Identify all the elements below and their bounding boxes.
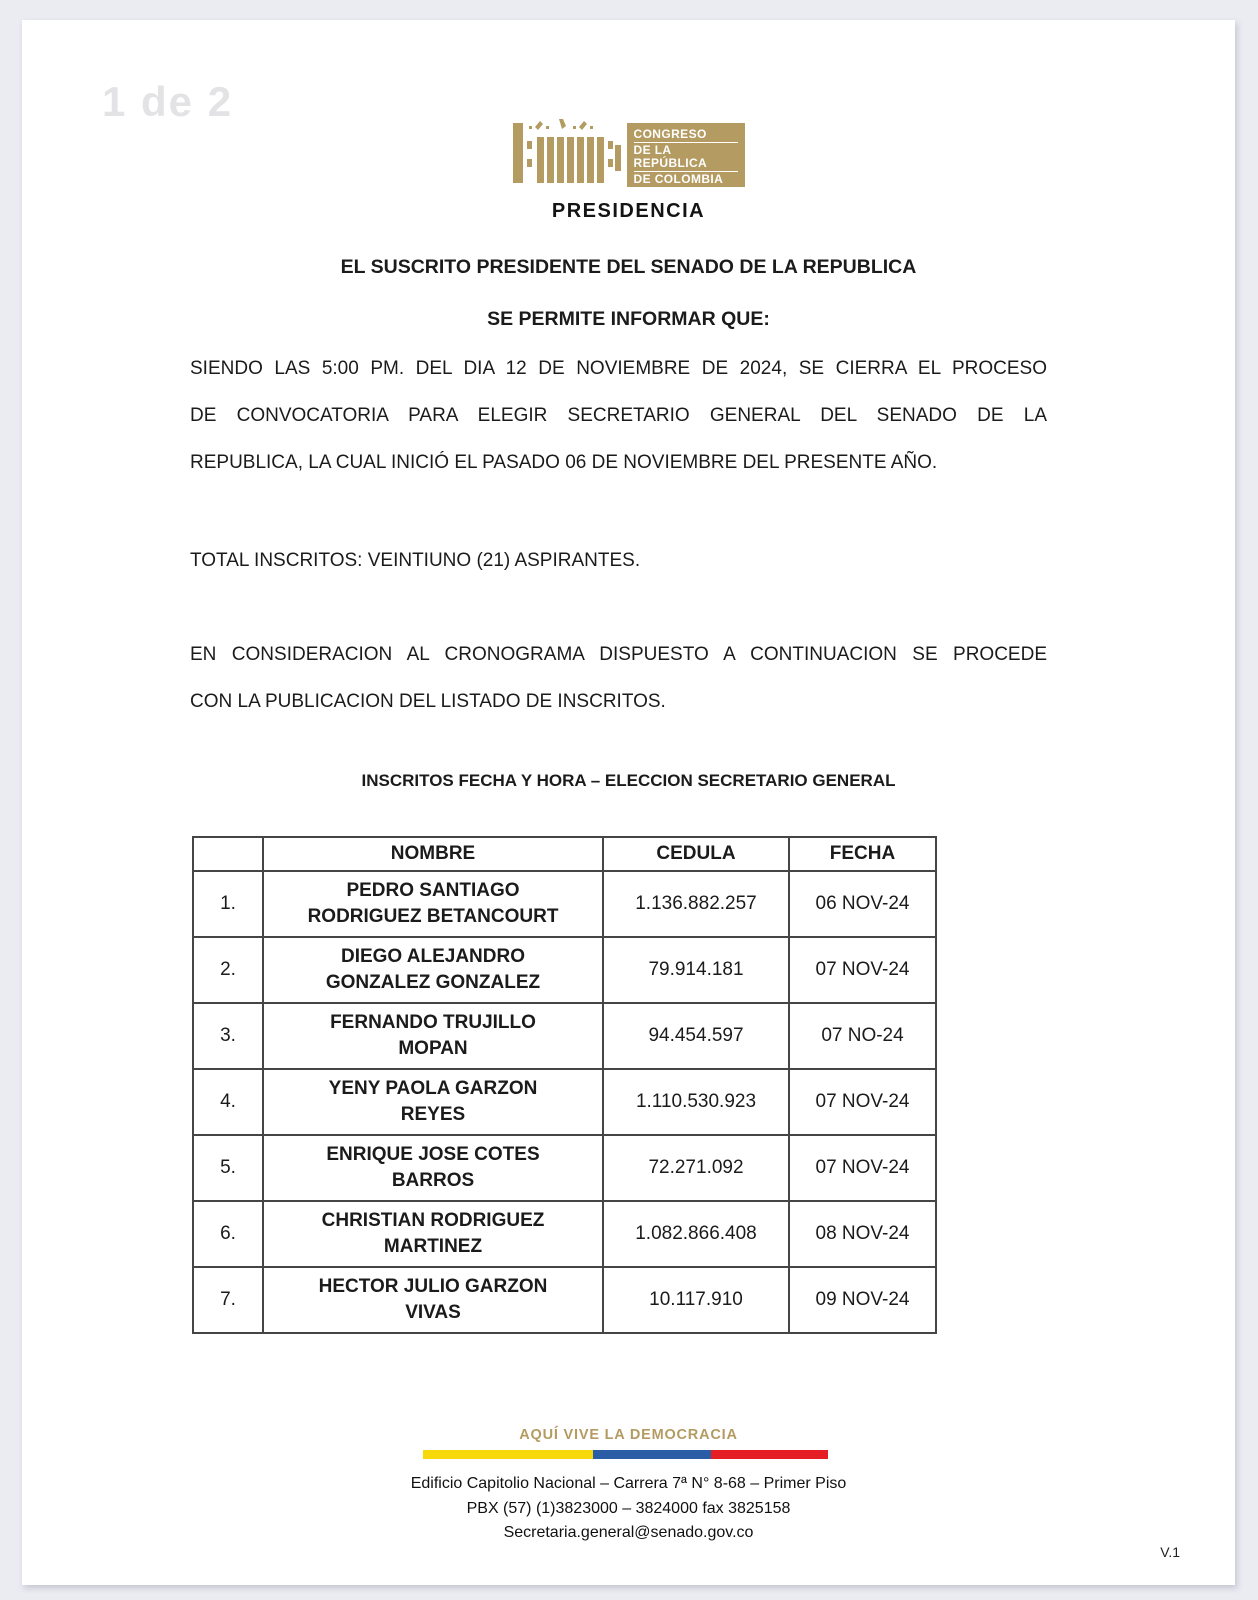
row-number: 7. [192, 1266, 264, 1334]
header-empty [192, 836, 264, 872]
capitol-columns-icon [512, 119, 621, 183]
logo-line-1: CONGRESO [633, 127, 707, 141]
cedula-cell: 1.110.530.923 [602, 1068, 790, 1136]
table-header-row: NOMBRE CEDULA FECHA [192, 836, 937, 872]
table-title: INSCRITOS FECHA Y HORA – ELECCION SECRET… [361, 771, 896, 790]
fecha-cell: 07 NOV-24 [788, 936, 937, 1004]
candidate-name: HECTOR JULIO GARZON VIVAS [262, 1266, 604, 1334]
row-number: 2. [192, 936, 264, 1004]
email-line: Secretaria.general@senado.gov.co [503, 1524, 754, 1541]
page-indicator: 1 de 2 [102, 78, 234, 125]
paragraph-line: SIENDO LAS 5:00 PM. DEL DIA 12 DE NOVIEM… [190, 358, 1047, 379]
name-line: DIEGO ALEJANDRO [340, 946, 526, 967]
logo-line-3: DE COLOMBIA [633, 172, 724, 186]
candidate-name: DIEGO ALEJANDRO GONZALEZ GONZALEZ [262, 936, 604, 1004]
name-line: GONZALEZ GONZALEZ [325, 972, 541, 993]
logo-divider [633, 171, 738, 172]
row-number: 3. [192, 1002, 264, 1070]
row-number: 1. [192, 870, 264, 938]
candidate-name: FERNANDO TRUJILLO MOPAN [262, 1002, 604, 1070]
logo-line-2: DE LA REPÚBLICA [633, 143, 708, 170]
cedula-cell: 1.082.866.408 [602, 1200, 790, 1268]
democracy-slogan: AQUÍ VIVE LA DEMOCRACIA [519, 1427, 738, 1443]
paragraph-cronograma: EN CONSIDERACION AL CRONOGRAMA DISPUESTO… [190, 631, 1047, 725]
name-line: REYES [400, 1104, 466, 1125]
heading-suscrito: EL SUSCRITO PRESIDENTE DEL SENADO DE LA … [340, 256, 917, 278]
name-line: VIVAS [405, 1302, 461, 1323]
name-line: YENY PAOLA GARZON [328, 1078, 538, 1099]
total-inscritos-line: TOTAL INSCRITOS: VEINTIUNO (21) ASPIRANT… [190, 550, 641, 571]
table-row: 3. FERNANDO TRUJILLO MOPAN 94.454.597 07… [192, 1002, 937, 1070]
fecha-cell: 08 NOV-24 [788, 1200, 937, 1268]
cedula-cell: 1.136.882.257 [602, 870, 790, 938]
paragraph-line: EN CONSIDERACION AL CRONOGRAMA DISPUESTO… [190, 644, 1047, 665]
table-row: 5. ENRIQUE JOSE COTES BARROS 72.271.092 … [192, 1134, 937, 1202]
fecha-cell: 07 NOV-24 [788, 1134, 937, 1202]
name-line: HECTOR JULIO GARZON [318, 1276, 548, 1297]
paragraph-line: CON LA PUBLICACION DEL LISTADO DE INSCRI… [190, 691, 666, 712]
version-label: V.1 [1160, 1544, 1180, 1560]
name-line: BARROS [391, 1170, 475, 1191]
document-page: 1 de 2 [22, 20, 1235, 1585]
header-nombre: NOMBRE [262, 836, 604, 872]
paragraph-convocatoria: SIENDO LAS 5:00 PM. DEL DIA 12 DE NOVIEM… [190, 345, 1047, 486]
cedula-cell: 79.914.181 [602, 936, 790, 1004]
flag-yellow-segment [423, 1450, 594, 1459]
row-number: 6. [192, 1200, 264, 1268]
name-line: PEDRO SANTIAGO [346, 880, 520, 901]
logo-divider [633, 187, 738, 188]
flag-blue-segment [593, 1450, 711, 1459]
flag-red-segment [710, 1450, 828, 1459]
logo-subtitle: SENADO DE LA REPÚBLICA [633, 189, 733, 196]
fecha-cell: 06 NOV-24 [788, 870, 937, 938]
congress-logo: CONGRESO DE LA REPÚBLICA DE COLOMBIA SEN… [22, 117, 1235, 197]
presidencia-label: PRESIDENCIA [551, 200, 706, 222]
logo-text-box: CONGRESO DE LA REPÚBLICA DE COLOMBIA SEN… [626, 123, 745, 196]
header-fecha: FECHA [788, 836, 937, 872]
name-line: MARTINEZ [383, 1236, 483, 1257]
name-line: ENRIQUE JOSE COTES [326, 1144, 540, 1165]
table-row: 2. DIEGO ALEJANDRO GONZALEZ GONZALEZ 79.… [192, 936, 937, 1004]
name-line: RODRIGUEZ BETANCOURT [307, 906, 559, 927]
fecha-cell: 07 NOV-24 [788, 1068, 937, 1136]
table-row: 6. CHRISTIAN RODRIGUEZ MARTINEZ 1.082.86… [192, 1200, 937, 1268]
name-line: CHRISTIAN RODRIGUEZ [321, 1210, 545, 1231]
fecha-cell: 07 NO-24 [788, 1002, 937, 1070]
table-row: 4. YENY PAOLA GARZON REYES 1.110.530.923… [192, 1068, 937, 1136]
cedula-cell: 72.271.092 [602, 1134, 790, 1202]
inscritos-table: NOMBRE CEDULA FECHA 1. PEDRO SANTIAGO RO… [192, 836, 937, 1334]
name-line: MOPAN [398, 1038, 468, 1059]
name-line: FERNANDO TRUJILLO [330, 1012, 536, 1033]
table-row: 7. HECTOR JULIO GARZON VIVAS 10.117.910 … [192, 1266, 937, 1334]
row-number: 5. [192, 1134, 264, 1202]
row-number: 4. [192, 1068, 264, 1136]
logo-divider [633, 142, 738, 143]
cedula-cell: 94.454.597 [602, 1002, 790, 1070]
candidate-name: ENRIQUE JOSE COTES BARROS [262, 1134, 604, 1202]
table-row: 1. PEDRO SANTIAGO RODRIGUEZ BETANCOURT 1… [192, 870, 937, 938]
paragraph-line: REPUBLICA, LA CUAL INICIÓ EL PASADO 06 D… [190, 452, 938, 473]
candidate-name: PEDRO SANTIAGO RODRIGUEZ BETANCOURT [262, 870, 604, 938]
paragraph-line: DE CONVOCATORIA PARA ELEGIR SECRETARIO G… [190, 405, 1047, 426]
heading-informar: SE PERMITE INFORMAR QUE: [487, 308, 770, 330]
colombia-flag-bar [423, 1450, 828, 1459]
cedula-cell: 10.117.910 [602, 1266, 790, 1334]
fecha-cell: 09 NOV-24 [788, 1266, 937, 1334]
pbx-line: PBX (57) (1)3823000 – 3824000 fax 382515… [466, 1500, 791, 1517]
header-cedula: CEDULA [602, 836, 790, 872]
address-line: Edificio Capitolio Nacional – Carrera 7ª… [410, 1475, 847, 1492]
candidate-name: CHRISTIAN RODRIGUEZ MARTINEZ [262, 1200, 604, 1268]
candidate-name: YENY PAOLA GARZON REYES [262, 1068, 604, 1136]
